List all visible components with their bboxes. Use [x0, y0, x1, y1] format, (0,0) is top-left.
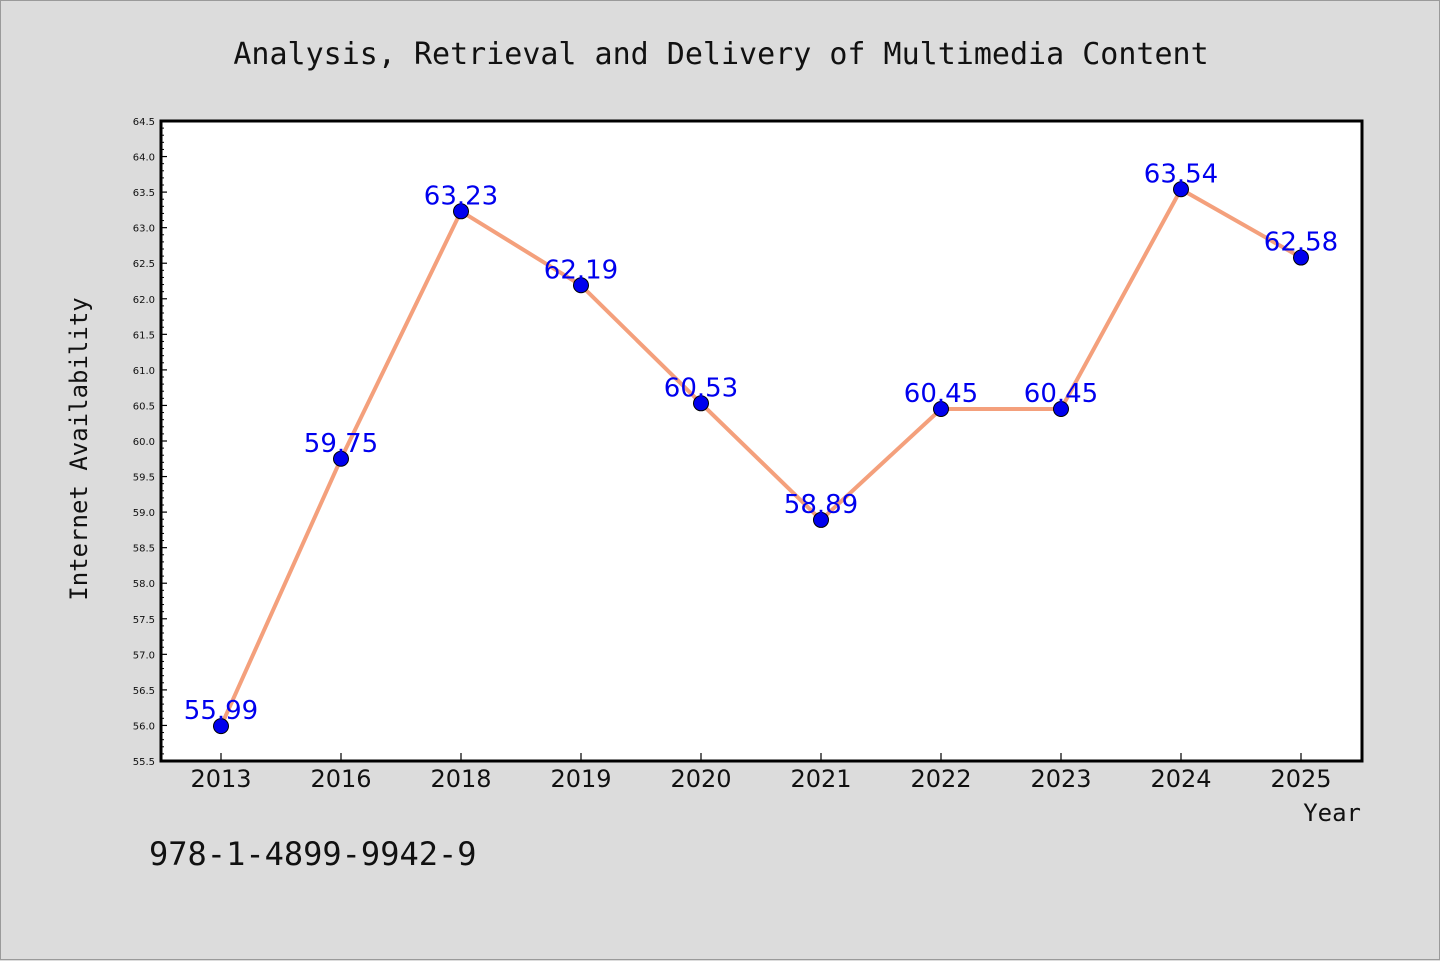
- data-label: 60.53: [664, 373, 738, 403]
- x-tick-label: 2019: [550, 765, 611, 793]
- y-tick-label: 64.5: [133, 117, 155, 128]
- data-point: [453, 203, 469, 220]
- y-tick-label: 57.0: [133, 650, 155, 661]
- x-tick-label: 2024: [1150, 765, 1211, 793]
- x-tick-label: 2016: [310, 765, 371, 793]
- y-tick-label: 57.5: [133, 615, 155, 626]
- data-label: 63.23: [424, 181, 498, 211]
- x-axis-label: Year: [1303, 799, 1361, 827]
- y-tick-label: 61.5: [133, 330, 155, 341]
- y-tick-label: 62.5: [133, 259, 155, 270]
- data-point: [933, 401, 949, 417]
- y-tick-label: 60.5: [133, 401, 155, 412]
- x-axis: 2013 2016 2018 2019 2020 2021 2022 2023 2024 2025: [190, 753, 1332, 793]
- data-point: [813, 511, 829, 528]
- y-tick-label: 56.5: [133, 686, 155, 697]
- x-tick-label: 2013: [190, 765, 251, 793]
- y-tick-label: 62.0: [133, 295, 155, 306]
- x-tick-label: 2025: [1270, 765, 1331, 793]
- y-axis: 55.5 56.0 56.5 57.0 57.5 58.0 58.5 59.0 59.5 60.0…: [133, 117, 167, 768]
- y-tick-label: 63.0: [133, 224, 155, 235]
- y-tick-label: 56.0: [133, 721, 155, 732]
- y-tick-label: 59.5: [133, 473, 155, 484]
- data-label: 59.75: [304, 429, 378, 459]
- series-line: [219, 187, 1302, 727]
- chart-title: Analysis, Retrieval and Delivery of Mult…: [233, 37, 1208, 72]
- data-point: [573, 277, 589, 294]
- data-label: 55.99: [184, 696, 258, 726]
- data-point: [333, 450, 349, 467]
- y-tick-label: 60.0: [133, 437, 155, 448]
- series-layer: 55.99 59.75 63.23 62.19 60.53 58.89 60.45 60.45…: [184, 159, 1338, 735]
- data-point: [693, 395, 709, 412]
- x-tick-label: 2020: [670, 765, 731, 793]
- y-tick-label: 58.5: [133, 544, 155, 555]
- data-label: 60.45: [904, 379, 978, 409]
- isbn-text: 978-1-4899-9942-9: [149, 835, 477, 873]
- data-point: [213, 718, 229, 735]
- data-label: 62.19: [544, 255, 618, 285]
- y-tick-label: 59.0: [133, 508, 155, 519]
- y-axis-label: Internet Availability: [65, 297, 93, 600]
- data-point: [1053, 401, 1069, 417]
- y-tick-label: 63.5: [133, 188, 155, 199]
- data-label: 58.89: [784, 490, 858, 520]
- data-label: 63.54: [1144, 159, 1218, 189]
- data-point: [1173, 181, 1189, 198]
- x-tick-label: 2022: [910, 765, 971, 793]
- x-tick-label: 2021: [790, 765, 851, 793]
- y-tick-label: 58.0: [133, 579, 155, 590]
- y-tick-label: 64.0: [133, 153, 155, 164]
- data-label: 60.45: [1024, 379, 1098, 409]
- data-point: [1293, 249, 1309, 266]
- y-tick-label: 61.0: [133, 366, 155, 377]
- data-label: 62.58: [1264, 228, 1338, 258]
- x-tick-label: 2023: [1030, 765, 1091, 793]
- y-tick-label: 55.5: [133, 757, 155, 768]
- x-tick-label: 2018: [430, 765, 491, 793]
